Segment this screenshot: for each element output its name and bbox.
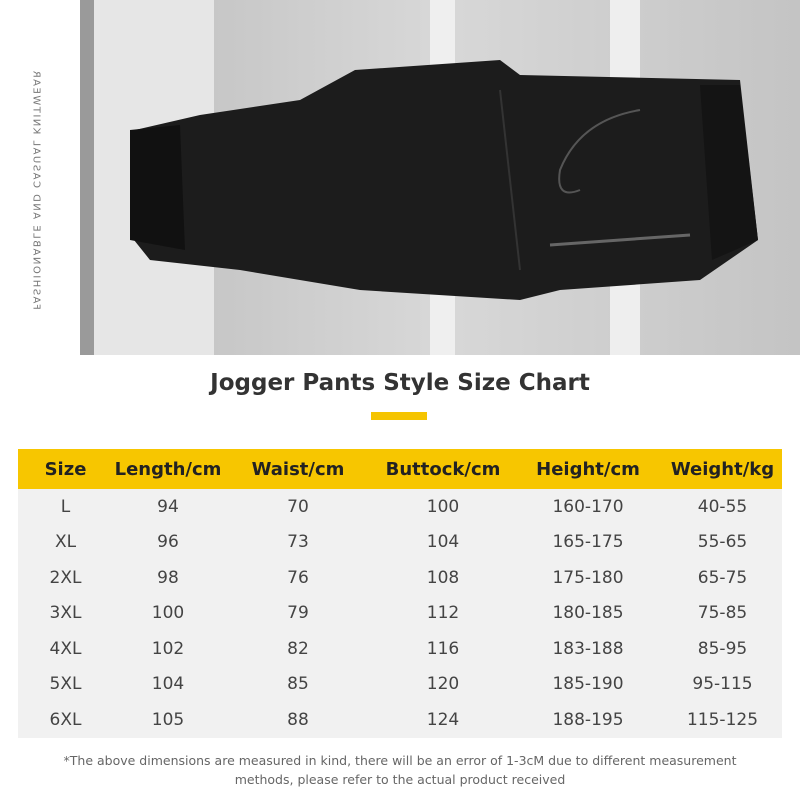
table-cell: 120	[426, 674, 460, 695]
page-title: Jogger Pants Style Size Chart	[210, 370, 590, 396]
table-cell: 115-125	[686, 709, 759, 730]
table-cell: 100	[426, 496, 460, 517]
table-cell: 2XL	[49, 567, 82, 588]
table-cell: 5XL	[49, 674, 82, 695]
table-cell: 85-95	[697, 638, 748, 659]
table-row: 3XL 100 79 112 180-185 75-85	[18, 595, 782, 631]
product-photo: FASHIONABLE AND CASUAL KNITWEAR	[0, 0, 800, 355]
table-cell: 85	[287, 674, 309, 695]
table-cell: 175-180	[552, 567, 624, 588]
side-watermark-text: FASHIONABLE AND CASUAL KNITWEAR	[30, 69, 42, 310]
header-cell: Size	[44, 458, 87, 480]
header-cell: Height/cm	[536, 458, 640, 480]
table-cell: 3XL	[49, 603, 82, 624]
table-cell: XL	[54, 532, 77, 553]
table-cell: 124	[426, 709, 460, 730]
table-row: XL 96 73 104 165-175 55-65	[18, 524, 782, 560]
table-cell: 88	[287, 709, 309, 730]
table-cell: 185-190	[552, 674, 624, 695]
table-cell: 79	[287, 603, 309, 624]
table-cell: 105	[151, 709, 185, 730]
table-cell: 96	[157, 532, 179, 553]
table-cell: 102	[151, 638, 185, 659]
title-underline	[371, 412, 427, 420]
table-cell: 180-185	[552, 603, 624, 624]
size-chart-table: Size Length/cm Waist/cm Buttock/cm Heigh…	[18, 449, 782, 738]
header-cell: Weight/kg	[670, 458, 775, 480]
table-row: 4XL 102 82 116 183-188 85-95	[18, 631, 782, 667]
table-header: Size Length/cm Waist/cm Buttock/cm Heigh…	[18, 449, 782, 489]
measurement-note: *The above dimensions are measured in ki…	[63, 753, 737, 787]
header-cell: Length/cm	[114, 458, 222, 480]
table-cell: 70	[287, 496, 309, 517]
table-cell: 165-175	[552, 532, 624, 553]
table-cell: 82	[287, 638, 309, 659]
table-cell: 112	[426, 603, 460, 624]
table-cell: 188-195	[552, 709, 624, 730]
table-cell: 65-75	[697, 567, 748, 588]
table-cell: 95-115	[692, 674, 753, 695]
table-cell: 98	[157, 567, 179, 588]
table-cell: 55-65	[697, 532, 748, 553]
table-cell: 104	[426, 532, 460, 553]
table-row: 5XL 104 85 120 185-190 95-115	[18, 666, 782, 702]
table-cell: 76	[287, 567, 309, 588]
table-cell: 108	[426, 567, 460, 588]
table-cell: 104	[151, 674, 185, 695]
header-cell: Buttock/cm	[385, 458, 501, 480]
table-row: 2XL 98 76 108 175-180 65-75	[18, 560, 782, 596]
table-cell: 75-85	[697, 603, 748, 624]
table-cell: L	[60, 496, 71, 517]
table-row: 6XL 105 88 124 188-195 115-125	[18, 702, 782, 738]
table-cell: 4XL	[49, 638, 82, 659]
table-cell: 73	[287, 532, 309, 553]
table-cell: 94	[157, 496, 179, 517]
table-cell: 160-170	[552, 496, 624, 517]
table-cell: 183-188	[552, 638, 624, 659]
table-row: L 94 70 100 160-170 40-55	[18, 489, 782, 525]
table-cell: 116	[426, 638, 460, 659]
table-cell: 100	[151, 603, 185, 624]
table-cell: 6XL	[49, 709, 82, 730]
jogger-pants-image	[80, 0, 800, 355]
table-cell: 40-55	[697, 496, 748, 517]
header-cell: Waist/cm	[251, 458, 345, 480]
